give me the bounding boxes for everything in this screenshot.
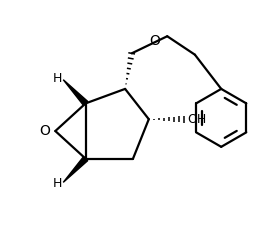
Text: OH: OH <box>188 113 207 126</box>
Text: O: O <box>39 124 50 138</box>
Polygon shape <box>63 80 88 105</box>
Polygon shape <box>63 157 88 182</box>
Text: H: H <box>53 72 62 85</box>
Text: O: O <box>149 34 160 48</box>
Text: H: H <box>53 177 62 190</box>
